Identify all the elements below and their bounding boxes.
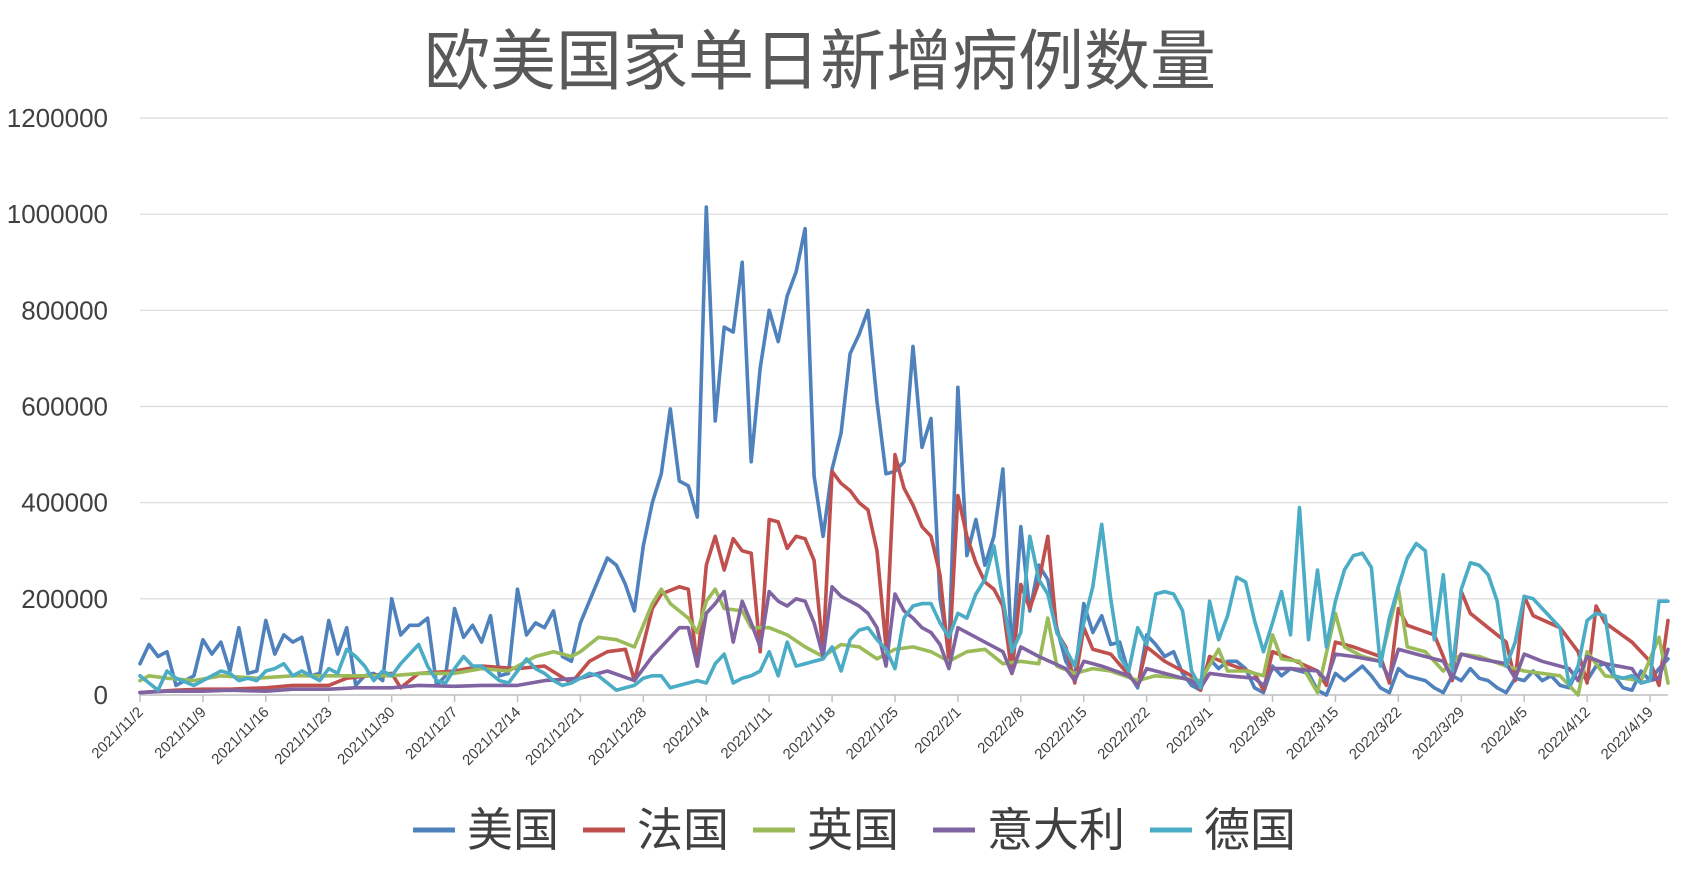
x-tick-label: 2021/12/21 — [522, 704, 587, 769]
x-tick-label: 2021/12/7 — [402, 704, 461, 763]
legend-label: 美国 — [467, 803, 559, 857]
legend-label: 英国 — [807, 803, 899, 857]
x-tick-label: 2022/4/5 — [1478, 704, 1531, 757]
x-tick-label: 2021/12/28 — [585, 704, 650, 769]
legend-label: 德国 — [1204, 803, 1296, 857]
x-tick-label: 2022/2/15 — [1031, 704, 1090, 763]
x-tick-label: 2022/1/25 — [843, 704, 902, 763]
x-tick-label: 2022/3/29 — [1409, 704, 1468, 763]
y-tick-label: 600000 — [21, 392, 108, 422]
series-line-5 — [138, 505, 1670, 692]
y-tick-label: 800000 — [21, 295, 108, 325]
x-tick-label: 2022/3/22 — [1346, 704, 1405, 763]
y-tick-label: 0 — [94, 680, 108, 710]
x-tick-label: 2021/11/30 — [334, 704, 398, 768]
y-tick-label: 400000 — [21, 488, 108, 518]
y-axis-ticks: 0 200000 400000 600000 800000 1000000 1200000 — [7, 103, 108, 710]
x-tick-label: 2021/11/9 — [151, 704, 209, 762]
x-tick-label: 2021/11/16 — [208, 704, 272, 768]
series-line-4 — [138, 585, 1670, 695]
y-tick-label: 1000000 — [7, 199, 108, 229]
y-tick-label: 1200000 — [7, 103, 108, 133]
x-tick-label: 2022/1/18 — [780, 704, 839, 763]
x-axis-ticks: 2021/11/2 2021/11/92021/11/162021/11/2320… — [88, 695, 1657, 769]
chart-title: 欧美国家单日新增病例数量 — [424, 23, 1216, 100]
gridlines — [140, 117, 1668, 600]
x-tick-label: 2021/11/2 — [88, 704, 146, 762]
series-line-2 — [138, 452, 1670, 695]
x-tick-label: 2022/3/15 — [1283, 704, 1342, 763]
legend: 美国 法国 英国 意大利 德国 — [413, 803, 1296, 857]
series-line-1 — [138, 205, 1670, 697]
series-line-3 — [138, 587, 1670, 697]
y-tick-label: 200000 — [21, 584, 108, 614]
legend-label: 法国 — [637, 803, 729, 857]
x-tick-label: 2022/4/19 — [1598, 704, 1657, 763]
x-tick-label: 2022/1/4 — [660, 704, 713, 757]
series-lines — [138, 205, 1670, 697]
x-tick-label: 2021/11/23 — [271, 704, 335, 768]
legend-label: 意大利 — [987, 803, 1125, 857]
x-tick-label: 2021/12/14 — [459, 704, 524, 769]
x-tick-label: 2022/3/1 — [1163, 704, 1216, 757]
x-tick-label: 2022/1/11 — [718, 704, 776, 762]
x-tick-label: 2022/4/12 — [1535, 704, 1594, 763]
x-tick-label: 2022/2/1 — [911, 704, 964, 757]
x-tick-label: 2022/3/8 — [1226, 704, 1279, 757]
x-tick-label: 2022/2/22 — [1094, 704, 1153, 763]
x-tick-label: 2022/2/8 — [974, 704, 1027, 757]
